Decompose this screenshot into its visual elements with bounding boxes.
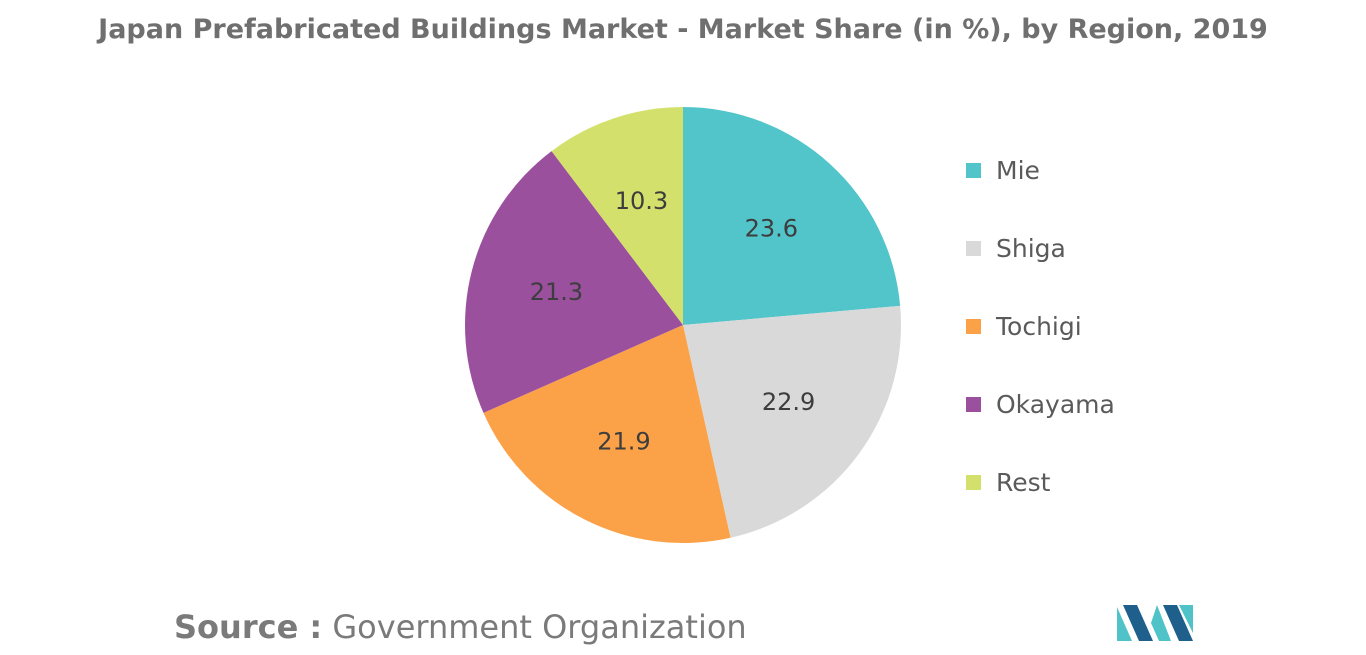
pie-data-labels: 23.6 22.9 21.9 21.3 10.3 (530, 187, 816, 456)
pie-slice-rest (551, 107, 683, 325)
legend-label: Shiga (996, 233, 1066, 263)
legend-swatch (966, 318, 981, 334)
legend-item-mie: Mie (966, 148, 1040, 192)
data-label-okayama: 21.3 (530, 278, 583, 306)
pie-slice-mie (683, 107, 901, 325)
mordor-intelligence-logo-icon (1117, 605, 1193, 641)
legend-label: Tochigi (996, 311, 1082, 341)
legend-item-okayama: Okayama (966, 382, 1115, 426)
source-value: Government Organization (332, 608, 747, 646)
chart-title: Japan Prefabricated Buildings Market - M… (98, 14, 1268, 45)
legend-swatch (966, 240, 981, 256)
legend-label: Rest (996, 467, 1051, 497)
pie-slice-shiga (683, 305, 901, 538)
legend-swatch (966, 396, 981, 412)
legend-label: Okayama (996, 389, 1115, 419)
pie-slices (464, 107, 901, 544)
data-label-mie: 23.6 (745, 215, 798, 243)
legend-item-tochigi: Tochigi (966, 304, 1082, 348)
legend-item-shiga: Shiga (966, 226, 1066, 270)
pie-slice-tochigi (483, 325, 731, 544)
pie-slice-okayama (464, 151, 683, 413)
legend-label: Mie (996, 155, 1040, 185)
data-label-shiga: 22.9 (762, 388, 815, 416)
source-label: Source : (174, 608, 323, 646)
source-note: Source : Government Organization (174, 608, 747, 646)
data-label-tochigi: 21.9 (597, 428, 650, 456)
data-label-rest: 10.3 (615, 187, 668, 215)
legend-swatch (966, 162, 981, 178)
legend-item-rest: Rest (966, 460, 1050, 504)
legend-swatch (966, 474, 981, 490)
